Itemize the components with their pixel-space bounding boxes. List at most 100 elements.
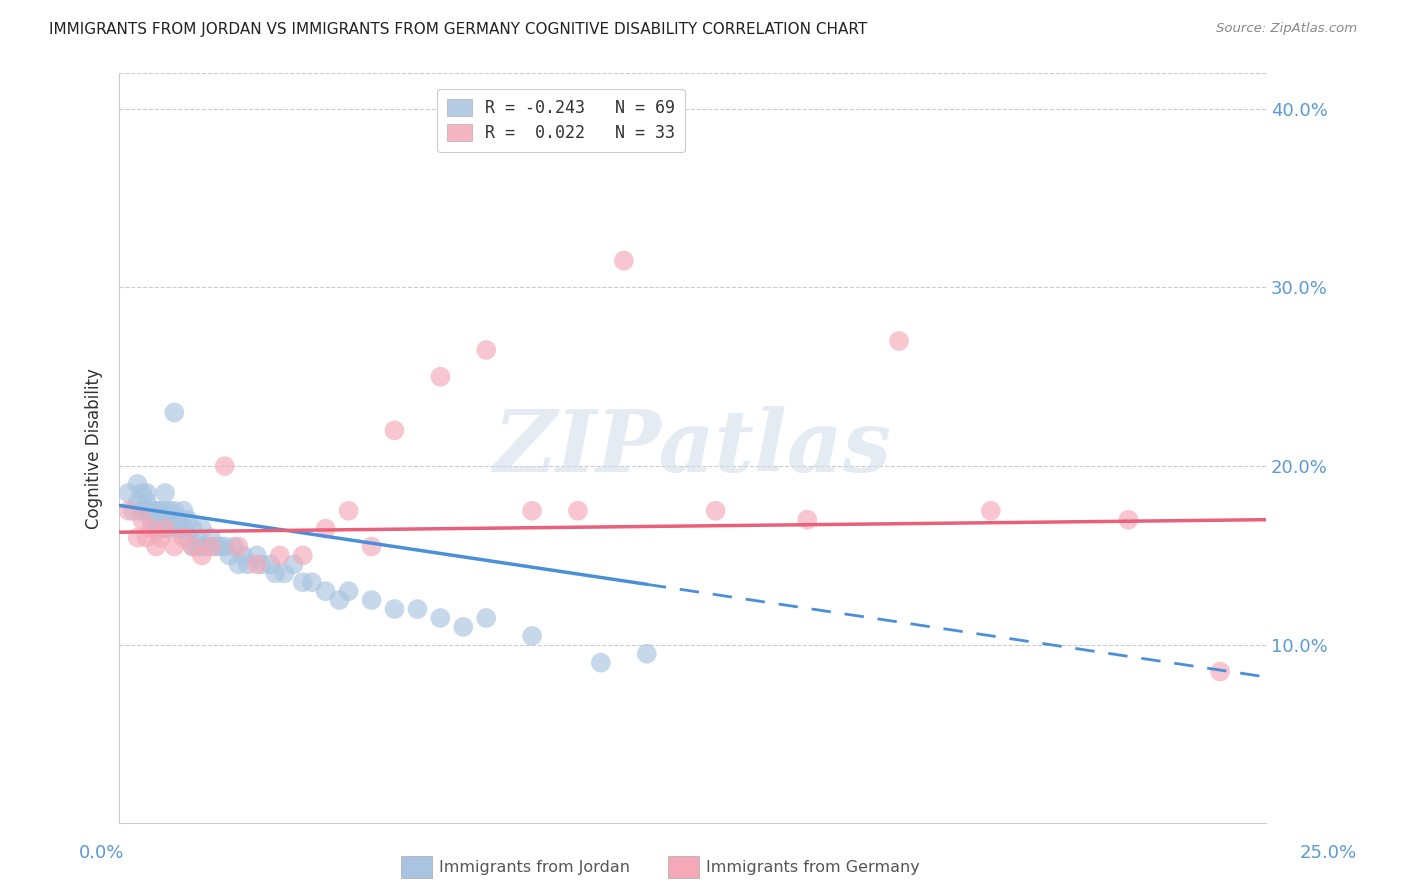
Text: Source: ZipAtlas.com: Source: ZipAtlas.com: [1216, 22, 1357, 36]
Point: [145, 504, 167, 518]
Point: [283, 558, 305, 572]
Point: [264, 566, 287, 581]
Point: [337, 584, 360, 599]
Point: [117, 504, 139, 518]
Point: [269, 549, 291, 563]
Point: [636, 647, 658, 661]
Point: [1209, 665, 1232, 679]
Point: [337, 504, 360, 518]
Point: [191, 522, 214, 536]
Point: [131, 504, 153, 518]
Point: [360, 593, 382, 607]
Point: [173, 522, 195, 536]
Point: [153, 522, 176, 536]
Point: [195, 540, 218, 554]
Text: 0.0%: 0.0%: [79, 844, 124, 862]
Point: [228, 558, 250, 572]
Point: [131, 513, 153, 527]
Point: [141, 504, 163, 518]
Text: Immigrants from Jordan: Immigrants from Jordan: [439, 860, 630, 874]
Point: [181, 522, 204, 536]
Point: [796, 513, 818, 527]
Point: [228, 540, 250, 554]
Y-axis label: Cognitive Disability: Cognitive Disability: [86, 368, 103, 529]
Point: [181, 540, 204, 554]
Point: [259, 558, 281, 572]
Point: [520, 504, 543, 518]
Point: [145, 513, 167, 527]
Point: [135, 495, 157, 509]
Point: [567, 504, 589, 518]
Point: [149, 522, 172, 536]
Point: [613, 253, 636, 268]
Point: [186, 540, 208, 554]
Point: [291, 575, 314, 590]
Point: [406, 602, 429, 616]
Point: [167, 513, 190, 527]
Point: [127, 495, 149, 509]
Point: [429, 369, 451, 384]
Point: [167, 522, 190, 536]
Point: [453, 620, 475, 634]
Point: [214, 540, 236, 554]
Point: [360, 540, 382, 554]
Point: [218, 549, 240, 563]
Point: [589, 656, 612, 670]
Point: [163, 540, 186, 554]
Point: [131, 504, 153, 518]
Text: IMMIGRANTS FROM JORDAN VS IMMIGRANTS FROM GERMANY COGNITIVE DISABILITY CORRELATI: IMMIGRANTS FROM JORDAN VS IMMIGRANTS FRO…: [49, 22, 868, 37]
Point: [127, 477, 149, 491]
Point: [159, 522, 181, 536]
Point: [131, 486, 153, 500]
Point: [127, 531, 149, 545]
Point: [141, 504, 163, 518]
Point: [181, 540, 204, 554]
Point: [141, 522, 163, 536]
Point: [173, 504, 195, 518]
Point: [153, 486, 176, 500]
Point: [173, 531, 195, 545]
Point: [159, 513, 181, 527]
Point: [232, 549, 254, 563]
Point: [153, 522, 176, 536]
Point: [246, 558, 269, 572]
Point: [222, 540, 245, 554]
Point: [250, 558, 273, 572]
Point: [384, 602, 406, 616]
Point: [159, 504, 181, 518]
Legend: R = -0.243   N = 69, R =  0.022   N = 33: R = -0.243 N = 69, R = 0.022 N = 33: [437, 89, 685, 152]
Point: [291, 549, 314, 563]
Point: [145, 540, 167, 554]
Point: [117, 486, 139, 500]
Point: [135, 531, 157, 545]
Point: [315, 584, 337, 599]
Point: [135, 504, 157, 518]
Point: [273, 566, 295, 581]
Point: [315, 522, 337, 536]
Point: [141, 513, 163, 527]
Point: [204, 540, 226, 554]
Point: [209, 540, 232, 554]
Point: [301, 575, 323, 590]
Text: Immigrants from Germany: Immigrants from Germany: [706, 860, 920, 874]
Point: [328, 593, 350, 607]
Point: [135, 486, 157, 500]
Point: [177, 531, 200, 545]
Point: [887, 334, 910, 348]
Point: [122, 504, 145, 518]
Point: [520, 629, 543, 643]
Point: [1118, 513, 1140, 527]
Point: [980, 504, 1002, 518]
Point: [163, 405, 186, 419]
Text: 25.0%: 25.0%: [1301, 844, 1357, 862]
Point: [200, 531, 222, 545]
Text: ZIPatlas: ZIPatlas: [494, 407, 891, 490]
Point: [704, 504, 727, 518]
Point: [145, 504, 167, 518]
Point: [191, 549, 214, 563]
Point: [429, 611, 451, 625]
Point: [153, 504, 176, 518]
Point: [149, 513, 172, 527]
Point: [384, 423, 406, 437]
Point: [200, 540, 222, 554]
